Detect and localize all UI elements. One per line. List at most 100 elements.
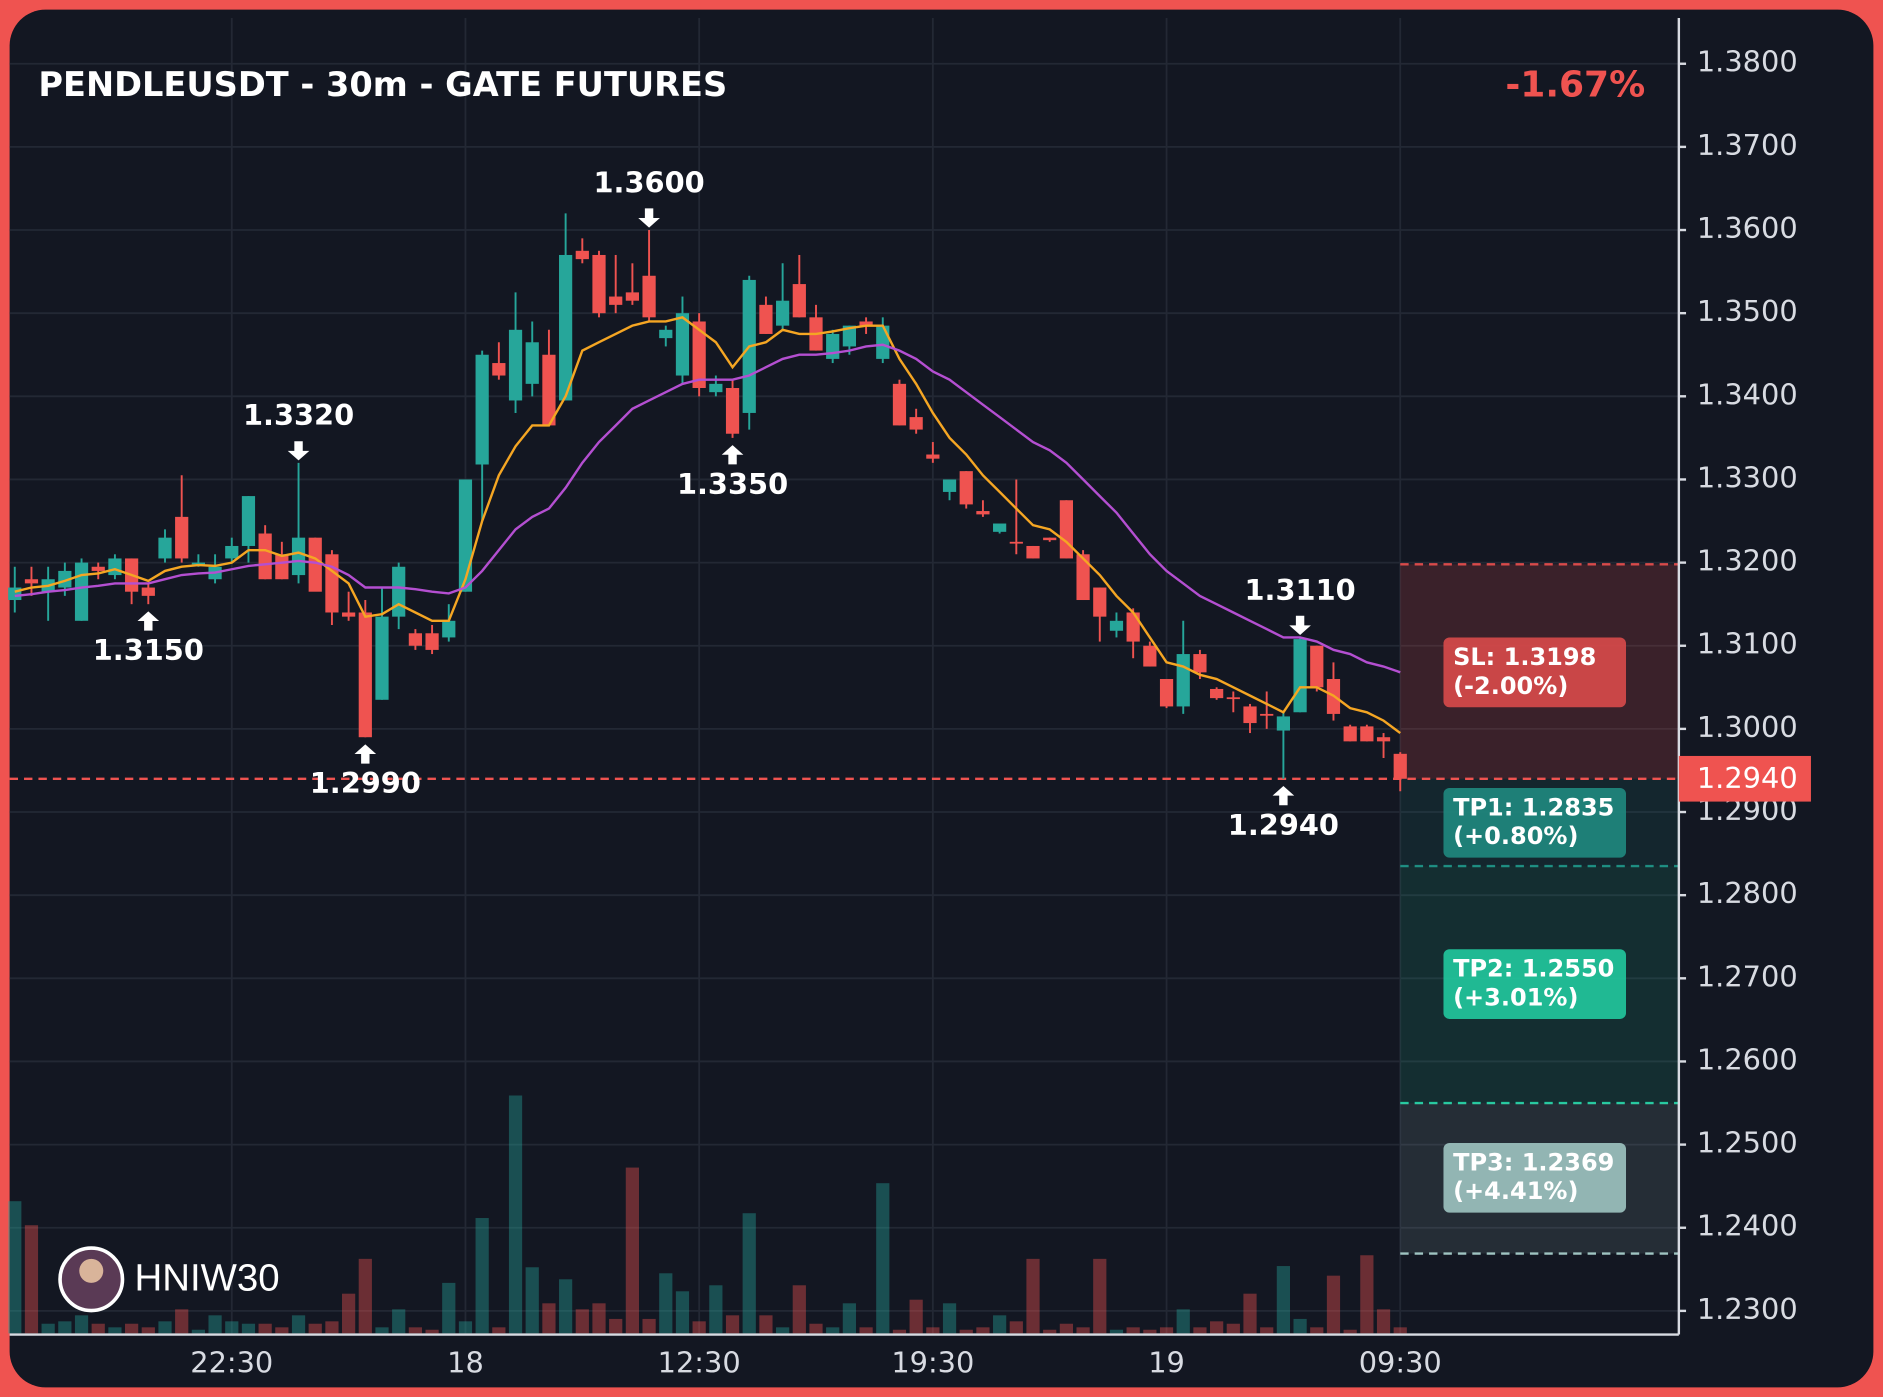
annotations: 1.3150 1.3320 1.2990 1.3600 1.3350 1.3110 1.29… xyxy=(93,165,1356,841)
candle-body xyxy=(692,321,706,389)
volume-bar xyxy=(993,1315,1007,1334)
volume-bar xyxy=(809,1323,823,1334)
volume-bar xyxy=(1143,1329,1157,1334)
candle-body xyxy=(926,454,940,459)
candle-body xyxy=(475,354,489,465)
candle-body xyxy=(1076,554,1090,601)
level-box xyxy=(1443,1143,1627,1213)
volume-bar xyxy=(325,1321,339,1334)
candle-body xyxy=(375,616,389,700)
y-tick-label: 1.2700 xyxy=(1697,959,1798,993)
volume-bar xyxy=(759,1315,773,1334)
volume-bar xyxy=(976,1327,990,1334)
x-tick-label: 19:30 xyxy=(891,1346,974,1380)
volume-bar xyxy=(1126,1327,1140,1334)
candle-body xyxy=(308,537,322,592)
volume-bar xyxy=(475,1218,489,1334)
candle-body xyxy=(342,612,356,617)
candle-body xyxy=(642,275,656,318)
volume-bar xyxy=(1093,1258,1107,1334)
annotation-label: 1.3110 xyxy=(1245,573,1356,607)
volume-bar xyxy=(392,1309,406,1334)
volume-bar xyxy=(776,1327,790,1334)
volume-bar xyxy=(909,1299,923,1334)
volume-bar xyxy=(308,1323,322,1334)
y-tick-label: 1.3800 xyxy=(1697,45,1798,79)
volume-bar xyxy=(425,1329,439,1334)
candle-body xyxy=(241,496,256,546)
candle-body xyxy=(191,562,205,565)
annotation-arrow xyxy=(287,441,310,461)
candle-body xyxy=(1376,737,1391,742)
y-tick-label: 1.3400 xyxy=(1697,377,1798,411)
candle-body xyxy=(291,537,306,576)
y-tick-label: 1.3100 xyxy=(1697,627,1798,661)
candle-body xyxy=(108,558,122,576)
y-tick-label: 1.3700 xyxy=(1697,128,1798,162)
volume-bar xyxy=(609,1318,623,1334)
volume-bar xyxy=(1393,1327,1407,1334)
candle-body xyxy=(358,612,372,738)
candle-body xyxy=(1193,654,1207,673)
candle-body xyxy=(559,254,573,401)
candle-body xyxy=(1343,726,1357,742)
volume-bar xyxy=(642,1318,656,1334)
volume-bar xyxy=(241,1323,256,1334)
volume-bar xyxy=(8,1201,22,1334)
candle-body xyxy=(525,342,539,384)
x-tick-label: 09:30 xyxy=(1359,1346,1442,1380)
candle-body xyxy=(609,296,623,305)
candle-body xyxy=(275,554,289,580)
ma-line xyxy=(14,316,1401,735)
candle-body xyxy=(876,325,890,359)
volume-bar xyxy=(892,1329,907,1334)
axes xyxy=(9,18,1687,1336)
volume-bar xyxy=(1159,1327,1174,1334)
candle-body xyxy=(792,284,806,318)
volume-bar xyxy=(1043,1329,1057,1334)
volume-bar xyxy=(258,1323,272,1334)
candle-body xyxy=(625,292,639,301)
candle-body xyxy=(993,523,1007,532)
y-tick-label: 1.2600 xyxy=(1697,1042,1798,1076)
x-tick-label: 18 xyxy=(447,1346,484,1380)
candle-body xyxy=(1276,716,1290,731)
volume-bar xyxy=(158,1321,172,1334)
level-change: (+3.01%) xyxy=(1453,984,1578,1012)
candle-body xyxy=(1059,500,1073,559)
y-tick-label: 1.3000 xyxy=(1697,710,1798,744)
candle-body xyxy=(1009,541,1023,544)
volume-bar xyxy=(408,1327,422,1334)
y-tick-label: 1.3300 xyxy=(1697,460,1798,494)
candle-body xyxy=(1393,753,1407,779)
candle-body xyxy=(458,479,473,592)
level-box xyxy=(1443,949,1627,1019)
annotation-arrow xyxy=(638,208,660,228)
candle-body xyxy=(976,511,990,515)
annotation-label: 1.3600 xyxy=(593,165,704,199)
volume-bar xyxy=(1193,1327,1207,1334)
level-change: (-2.00%) xyxy=(1453,672,1568,700)
volume-bar xyxy=(291,1315,306,1334)
level-change: (+4.41%) xyxy=(1453,1177,1578,1205)
x-tick-label: 12:30 xyxy=(658,1346,741,1380)
candle-body xyxy=(1360,726,1374,742)
candle-body xyxy=(1210,688,1224,699)
level-box xyxy=(1443,637,1627,708)
level-label: TP2: 1.2550 xyxy=(1453,955,1614,983)
candle-body xyxy=(725,388,740,434)
volume-bar xyxy=(575,1309,589,1334)
annotation-arrow xyxy=(1272,785,1295,806)
volume-bar xyxy=(1009,1321,1023,1334)
ma-line xyxy=(14,343,1401,674)
volume-bar xyxy=(1293,1318,1307,1334)
volume-bar xyxy=(1326,1275,1341,1334)
volume-bar xyxy=(125,1323,139,1334)
candle-body xyxy=(1026,545,1040,559)
candle-body xyxy=(675,313,690,376)
candle-body xyxy=(592,254,606,314)
volume-bar xyxy=(492,1327,506,1334)
volume-bar xyxy=(725,1315,740,1334)
